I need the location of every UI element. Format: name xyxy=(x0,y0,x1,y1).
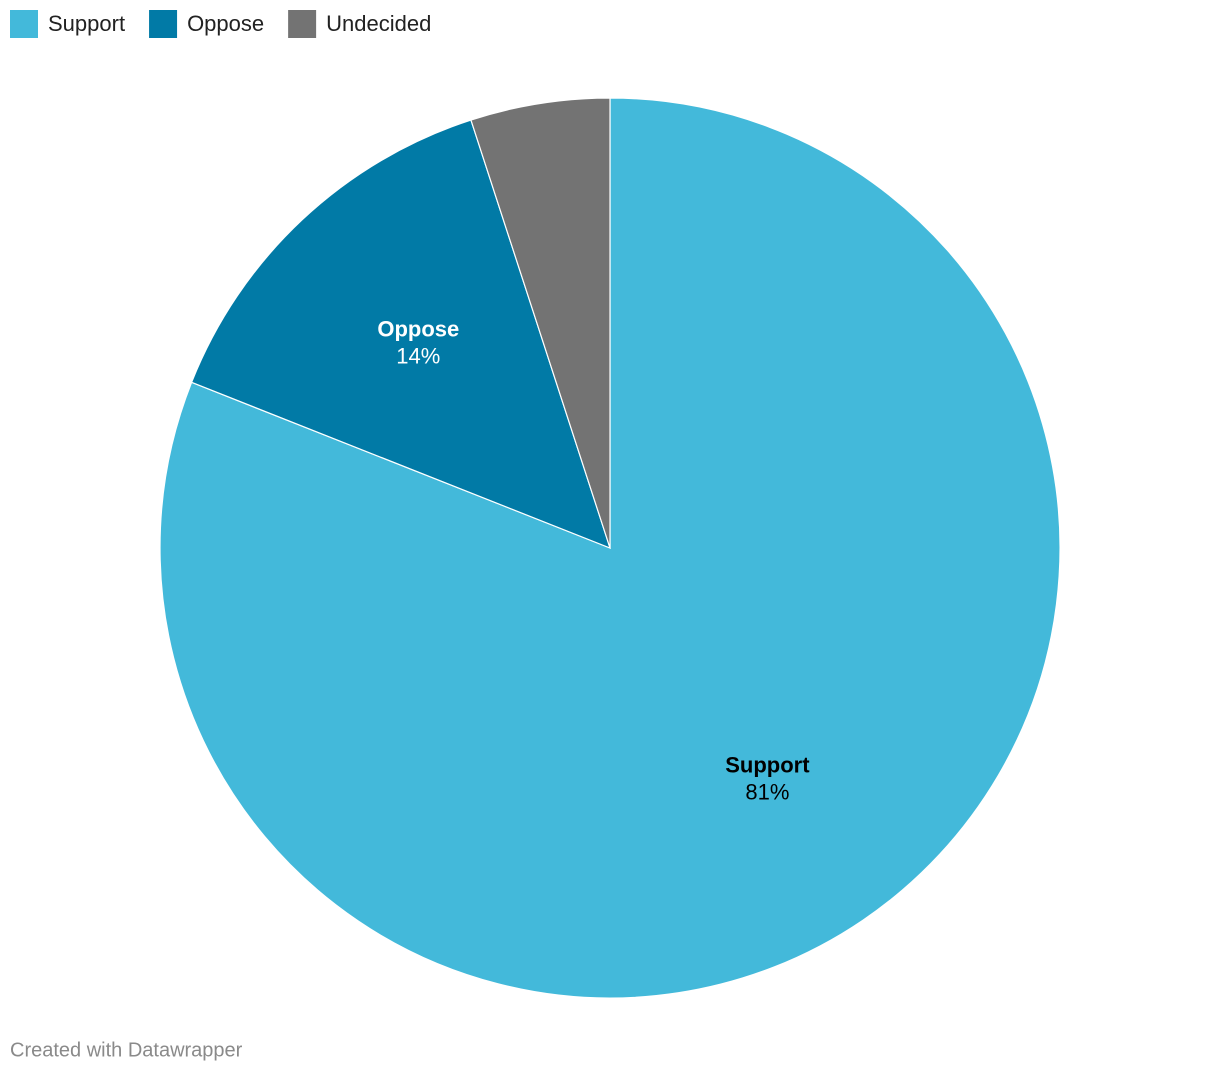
legend-swatch xyxy=(149,10,178,38)
legend-label: Support xyxy=(48,11,125,36)
slice-value: 81% xyxy=(745,779,789,804)
pie-slice xyxy=(470,97,611,549)
credit: Created with Datawrapper xyxy=(10,1039,243,1061)
legend-label: Undecided xyxy=(326,11,431,36)
legend-label: Oppose xyxy=(187,11,264,36)
legend: Support Oppose Undecided xyxy=(10,10,431,38)
legend-swatch xyxy=(288,10,317,38)
legend-swatch xyxy=(10,10,38,38)
slice-name: Oppose xyxy=(377,317,459,342)
slice-value: 14% xyxy=(396,344,440,369)
slice-name: Support xyxy=(725,752,810,777)
pie xyxy=(159,97,1061,999)
